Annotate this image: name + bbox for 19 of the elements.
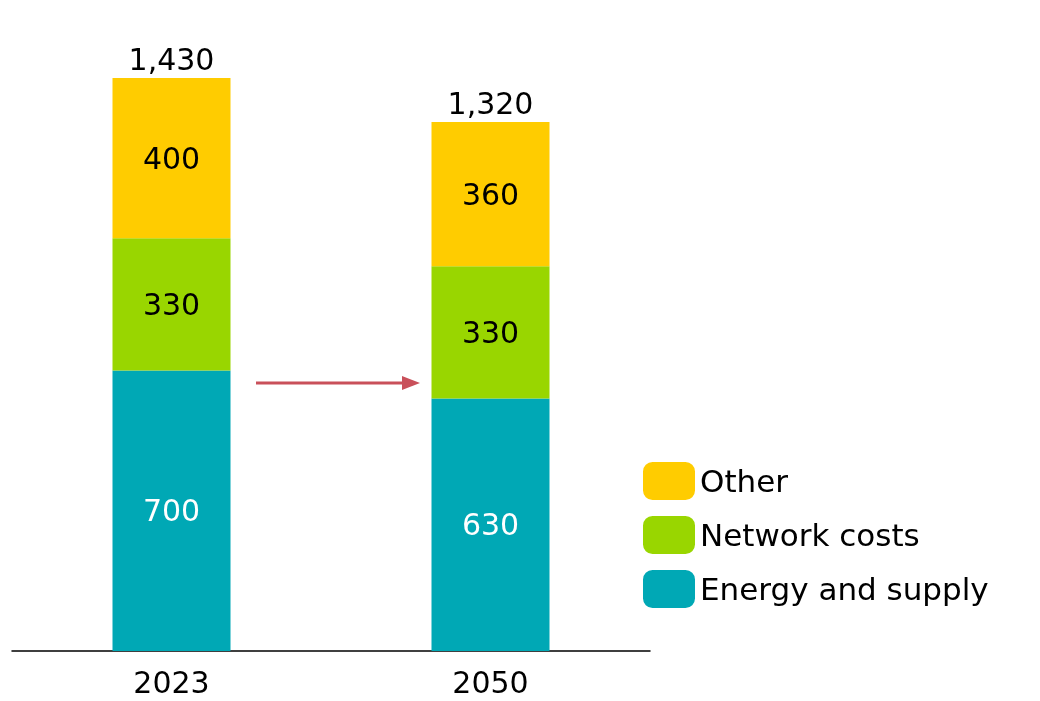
x-tick-label: 2023 (133, 664, 210, 700)
legend-label: Other (700, 463, 789, 499)
data-label: 700 (142, 493, 201, 529)
legend-label: Energy and supply (700, 571, 989, 607)
bar (112, 370, 231, 651)
data-label: 330 (142, 286, 201, 322)
bar (112, 78, 231, 239)
data-label: 400 (142, 140, 201, 176)
total-label: 1,320 (447, 85, 534, 121)
legend-label: Network costs (700, 517, 920, 553)
total-label: 1,430 (128, 41, 215, 77)
data-label: 330 (461, 314, 520, 350)
x-tick-label: 2050 (452, 664, 529, 700)
data-label: 630 (461, 507, 520, 543)
data-label: 360 (461, 176, 520, 212)
bar (431, 266, 550, 399)
bar (112, 238, 231, 371)
bar (431, 122, 550, 267)
bar (431, 398, 550, 651)
